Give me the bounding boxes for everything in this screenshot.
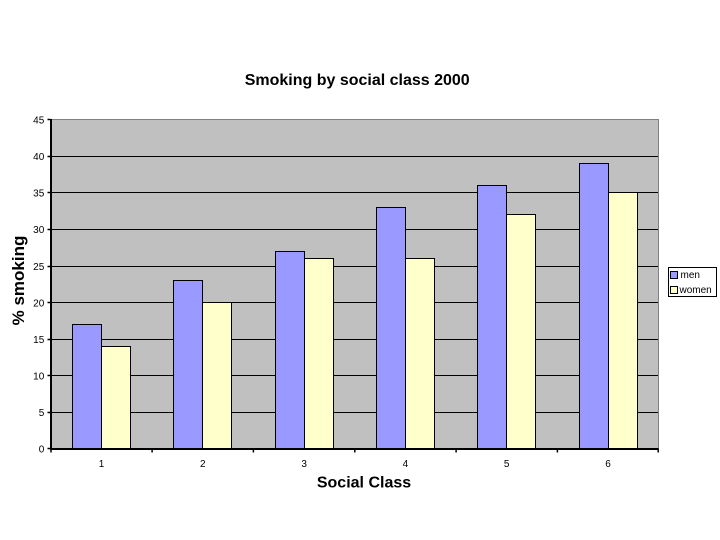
svg-text:25: 25 xyxy=(33,262,45,273)
svg-text:3: 3 xyxy=(301,459,307,470)
svg-text:6: 6 xyxy=(605,459,611,470)
svg-text:1: 1 xyxy=(99,459,105,470)
svg-text:4: 4 xyxy=(403,459,409,470)
svg-text:30: 30 xyxy=(33,225,45,236)
svg-text:40: 40 xyxy=(33,152,45,163)
svg-text:men: men xyxy=(681,270,700,281)
svg-text:45: 45 xyxy=(33,115,45,126)
svg-text:20: 20 xyxy=(33,298,45,309)
svg-text:% smoking: % smoking xyxy=(9,236,28,326)
svg-text:35: 35 xyxy=(33,189,45,200)
svg-text:15: 15 xyxy=(33,335,45,346)
svg-text:10: 10 xyxy=(33,372,45,383)
svg-text:Smoking by social class 2000: Smoking by social class 2000 xyxy=(245,72,470,89)
svg-text:5: 5 xyxy=(39,408,45,419)
svg-text:Social Class: Social Class xyxy=(317,475,411,492)
svg-text:5: 5 xyxy=(504,459,510,470)
svg-text:women: women xyxy=(679,285,712,296)
svg-text:2: 2 xyxy=(200,459,206,470)
svg-text:0: 0 xyxy=(39,445,45,456)
